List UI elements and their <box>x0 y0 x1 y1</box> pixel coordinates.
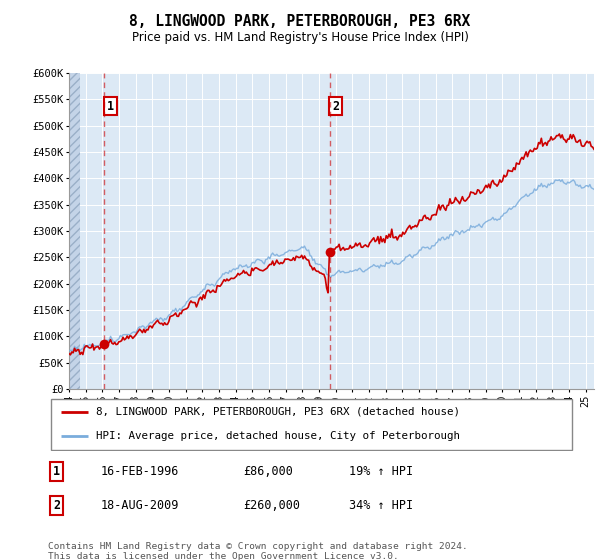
Text: Price paid vs. HM Land Registry's House Price Index (HPI): Price paid vs. HM Land Registry's House … <box>131 31 469 44</box>
Text: 16-FEB-1996: 16-FEB-1996 <box>101 465 179 478</box>
Text: 18-AUG-2009: 18-AUG-2009 <box>101 499 179 512</box>
Text: 8, LINGWOOD PARK, PETERBOROUGH, PE3 6RX: 8, LINGWOOD PARK, PETERBOROUGH, PE3 6RX <box>130 14 470 29</box>
Text: 19% ↑ HPI: 19% ↑ HPI <box>349 465 413 478</box>
Text: HPI: Average price, detached house, City of Peterborough: HPI: Average price, detached house, City… <box>95 431 460 441</box>
Text: 8, LINGWOOD PARK, PETERBOROUGH, PE3 6RX (detached house): 8, LINGWOOD PARK, PETERBOROUGH, PE3 6RX … <box>95 407 460 417</box>
Text: Contains HM Land Registry data © Crown copyright and database right 2024.
This d: Contains HM Land Registry data © Crown c… <box>48 542 468 560</box>
Text: 34% ↑ HPI: 34% ↑ HPI <box>349 499 413 512</box>
Text: 1: 1 <box>107 100 114 113</box>
Text: 2: 2 <box>53 499 61 512</box>
Text: £260,000: £260,000 <box>244 499 301 512</box>
Text: 2: 2 <box>332 100 339 113</box>
Text: 1: 1 <box>53 465 61 478</box>
FancyBboxPatch shape <box>50 399 572 450</box>
Bar <box>69 73 80 389</box>
Text: £86,000: £86,000 <box>244 465 293 478</box>
